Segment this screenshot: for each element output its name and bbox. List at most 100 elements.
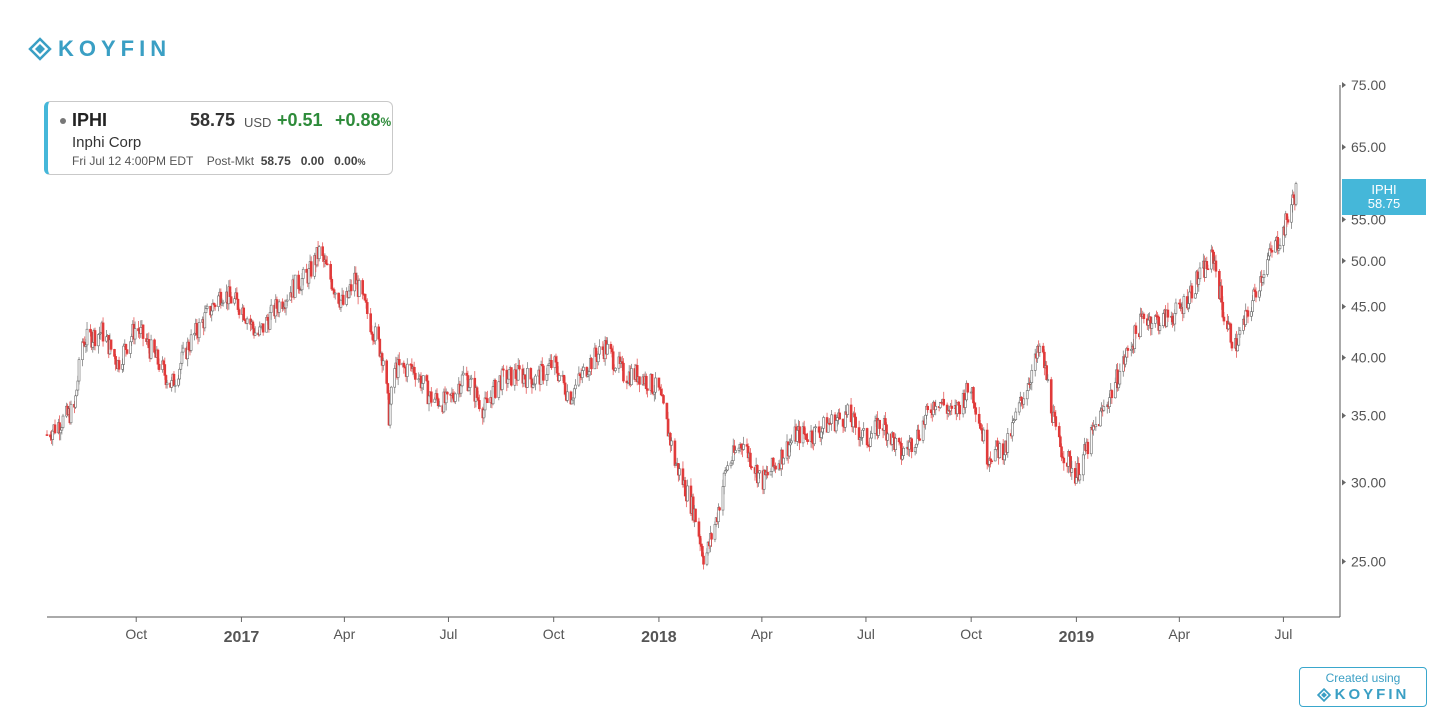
candle-body (491, 386, 495, 405)
candle-body (1068, 451, 1071, 457)
candle-body (124, 343, 128, 350)
x-axis-labels: Oct 2017 Apr Jul Oct 2018 Apr Jul Oct 2019 Apr Jul (125, 617, 1292, 646)
candle-body (1254, 291, 1258, 298)
ticker-change: +0.51 (277, 110, 323, 130)
candle-body (1059, 436, 1062, 448)
candle-body (884, 418, 887, 426)
candle-body (834, 420, 838, 432)
candle-body (902, 447, 905, 456)
candle-body (233, 298, 236, 304)
post-market-line: Fri Jul 12 4:00PM EDT Post-Mkt 58.75 0.0… (72, 154, 366, 168)
candle-body (253, 332, 257, 336)
candle-body (1285, 213, 1289, 220)
candle-body (377, 326, 380, 340)
candle-body (739, 443, 743, 449)
candle-body (964, 399, 967, 408)
candle-body (385, 360, 389, 384)
candle-body (1139, 313, 1142, 337)
candle-body (1054, 416, 1058, 427)
candle-body (610, 348, 614, 353)
y-axis-labels: 75.00 65.00 55.00 50.00 45.00 40.00 35.00 30.00… (1342, 77, 1386, 570)
candle-body (841, 418, 845, 427)
candle-body (966, 383, 970, 393)
candle-body (1158, 325, 1162, 331)
candle-body (329, 264, 332, 280)
candle-body (388, 403, 392, 426)
candle-body (554, 356, 558, 363)
candle-body (985, 429, 989, 465)
candle-body (705, 552, 709, 565)
candle-body (701, 546, 704, 557)
candle-body (436, 398, 440, 407)
x-tick-label: Apr (333, 626, 355, 642)
candle-body (460, 374, 464, 387)
candle-body (1150, 323, 1154, 329)
candle-body (1049, 379, 1053, 414)
candle-body (204, 308, 208, 314)
candle-body (638, 376, 641, 385)
candle-body (324, 259, 328, 265)
candle-body (467, 387, 471, 391)
candle-body (838, 412, 841, 420)
y-tick-label: 45.00 (1351, 299, 1386, 315)
candle-body (1173, 313, 1177, 325)
candle-body (157, 363, 161, 370)
candle-body (518, 365, 521, 370)
candle-body (697, 521, 701, 537)
candle-body (869, 437, 872, 447)
candle-body (1045, 365, 1048, 380)
candle-body (957, 401, 960, 406)
y-tick-label: 40.00 (1351, 350, 1386, 366)
candle-body (462, 372, 465, 376)
candle-body (601, 346, 605, 350)
candle-body (153, 339, 156, 353)
x-tick-label: Jul (440, 626, 458, 642)
candle-body (91, 342, 95, 348)
candle-body (217, 295, 220, 307)
candle-body (1162, 313, 1165, 327)
candle-body (139, 327, 143, 334)
candle-body (742, 444, 745, 450)
ticker-info-box[interactable]: IPHI 58.75 USD +0.51 +0.88% Inphi Corp F… (44, 101, 393, 175)
x-tick-label: Apr (751, 626, 773, 642)
candle-body (205, 305, 209, 309)
candle-body (1094, 424, 1098, 428)
candle-body (821, 427, 824, 433)
candle-body (1078, 474, 1082, 481)
candle-body (93, 330, 97, 347)
candle-body (1113, 382, 1117, 399)
candle-body (117, 360, 121, 370)
candle-body (580, 370, 584, 378)
koyfin-logo[interactable]: KOYFIN (28, 36, 171, 62)
candle-body (129, 341, 132, 354)
created-using-badge[interactable]: Created using KOYFIN (1299, 667, 1427, 707)
candle-body (369, 313, 372, 333)
candle-body (654, 377, 657, 393)
candle-body (1262, 274, 1266, 278)
candle-body (1220, 285, 1223, 303)
candle-body (173, 384, 177, 387)
candle-body (596, 353, 600, 363)
candle-body (284, 300, 288, 309)
candle-body (1244, 310, 1247, 325)
candle-body (1258, 290, 1261, 298)
candle-body (562, 375, 566, 384)
ticker-currency: USD (244, 115, 272, 130)
candle-body (979, 423, 982, 429)
candle-body (221, 301, 225, 304)
candle-body (782, 457, 785, 465)
candle-body (301, 268, 305, 279)
candle-body (275, 299, 279, 309)
candle-body (97, 334, 100, 347)
candle-body (790, 440, 793, 444)
candle-body (566, 391, 569, 401)
candle-body (1230, 341, 1234, 349)
candle-body (422, 375, 425, 384)
candle-body (1221, 301, 1225, 318)
candle-body (934, 406, 938, 411)
candle-body (1046, 379, 1050, 381)
candle-body (413, 372, 417, 380)
candle-body (926, 405, 930, 411)
candle-body (1274, 240, 1277, 253)
